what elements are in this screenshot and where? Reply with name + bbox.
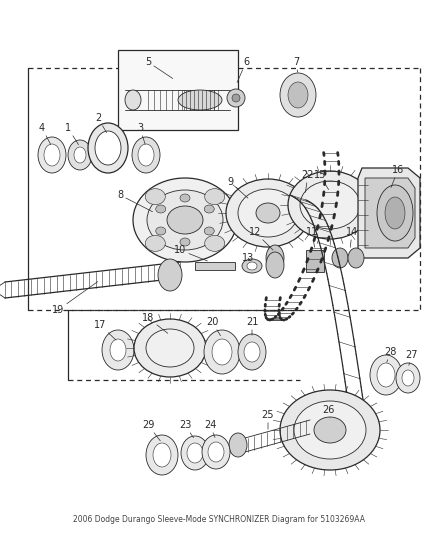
Text: 1: 1 — [65, 123, 78, 144]
Ellipse shape — [147, 190, 223, 250]
Ellipse shape — [314, 417, 346, 443]
Text: 2006 Dodge Durango Sleeve-Mode SYNCHRONIZER Diagram for 5103269AA: 2006 Dodge Durango Sleeve-Mode SYNCHRONI… — [73, 515, 365, 524]
Text: 29: 29 — [142, 420, 160, 441]
Ellipse shape — [266, 252, 284, 278]
Text: 10: 10 — [174, 245, 208, 261]
Ellipse shape — [132, 137, 160, 173]
Text: 12: 12 — [249, 227, 273, 250]
Text: 11: 11 — [306, 227, 318, 247]
Ellipse shape — [280, 73, 316, 117]
Ellipse shape — [377, 363, 395, 387]
Ellipse shape — [294, 401, 366, 459]
Text: 27: 27 — [406, 350, 418, 365]
Ellipse shape — [145, 236, 165, 252]
Ellipse shape — [288, 82, 308, 108]
Ellipse shape — [229, 433, 247, 457]
Ellipse shape — [204, 205, 214, 213]
Text: 8: 8 — [117, 190, 152, 212]
Ellipse shape — [244, 342, 260, 362]
Ellipse shape — [266, 245, 284, 271]
Ellipse shape — [180, 238, 190, 246]
Ellipse shape — [134, 319, 206, 377]
Ellipse shape — [247, 262, 257, 270]
Ellipse shape — [370, 355, 402, 395]
Text: 9: 9 — [227, 177, 248, 198]
Polygon shape — [365, 178, 415, 248]
Text: 17: 17 — [94, 320, 116, 340]
Ellipse shape — [38, 137, 66, 173]
Ellipse shape — [402, 370, 414, 386]
Ellipse shape — [238, 189, 298, 237]
Text: 5: 5 — [145, 57, 173, 78]
Ellipse shape — [280, 390, 380, 470]
Ellipse shape — [153, 443, 171, 467]
Ellipse shape — [377, 185, 413, 241]
Text: 4: 4 — [39, 123, 51, 144]
Ellipse shape — [187, 443, 203, 463]
Text: 19: 19 — [52, 281, 98, 315]
Ellipse shape — [204, 227, 214, 235]
Text: 21: 21 — [246, 317, 258, 335]
Bar — [195, 262, 235, 270]
Ellipse shape — [226, 179, 310, 247]
Ellipse shape — [95, 131, 121, 165]
Ellipse shape — [205, 189, 225, 205]
Ellipse shape — [204, 330, 240, 374]
Text: 28: 28 — [384, 347, 396, 362]
Ellipse shape — [110, 339, 126, 361]
Ellipse shape — [138, 144, 154, 166]
Ellipse shape — [158, 259, 182, 291]
Ellipse shape — [208, 442, 224, 462]
Ellipse shape — [68, 140, 92, 170]
Text: 24: 24 — [204, 420, 216, 438]
Bar — [306, 250, 324, 272]
Ellipse shape — [44, 144, 60, 166]
Ellipse shape — [133, 178, 237, 262]
Ellipse shape — [348, 248, 364, 268]
Bar — [118, 50, 238, 130]
Ellipse shape — [156, 227, 166, 235]
Ellipse shape — [146, 435, 178, 475]
Ellipse shape — [74, 147, 86, 163]
Ellipse shape — [238, 334, 266, 370]
Ellipse shape — [300, 181, 360, 229]
Text: 16: 16 — [391, 165, 404, 188]
Ellipse shape — [102, 330, 134, 370]
Text: 14: 14 — [346, 227, 358, 247]
Ellipse shape — [202, 435, 230, 469]
Text: 3: 3 — [137, 123, 145, 144]
Ellipse shape — [180, 194, 190, 202]
Ellipse shape — [156, 205, 166, 213]
Text: 15: 15 — [314, 170, 328, 190]
Ellipse shape — [145, 189, 165, 205]
Ellipse shape — [181, 436, 209, 470]
Ellipse shape — [232, 94, 240, 102]
Ellipse shape — [205, 236, 225, 252]
Ellipse shape — [332, 248, 348, 268]
Ellipse shape — [146, 329, 194, 367]
Text: 13: 13 — [242, 253, 254, 263]
Text: 20: 20 — [206, 317, 220, 336]
Polygon shape — [358, 168, 420, 258]
Text: 26: 26 — [322, 405, 334, 418]
Text: 2: 2 — [95, 113, 106, 133]
Text: 7: 7 — [293, 57, 299, 72]
Ellipse shape — [242, 259, 262, 273]
Ellipse shape — [227, 89, 245, 107]
Ellipse shape — [396, 363, 420, 393]
Ellipse shape — [288, 171, 372, 239]
Ellipse shape — [88, 123, 128, 173]
Ellipse shape — [178, 90, 222, 110]
Ellipse shape — [256, 203, 280, 223]
Text: 18: 18 — [142, 313, 168, 333]
Ellipse shape — [212, 339, 232, 365]
Ellipse shape — [125, 90, 141, 110]
Text: 6: 6 — [237, 57, 249, 83]
Text: 22: 22 — [302, 170, 314, 192]
Text: 23: 23 — [179, 420, 194, 438]
Ellipse shape — [167, 206, 203, 234]
Text: 25: 25 — [262, 410, 274, 429]
Ellipse shape — [385, 197, 405, 229]
